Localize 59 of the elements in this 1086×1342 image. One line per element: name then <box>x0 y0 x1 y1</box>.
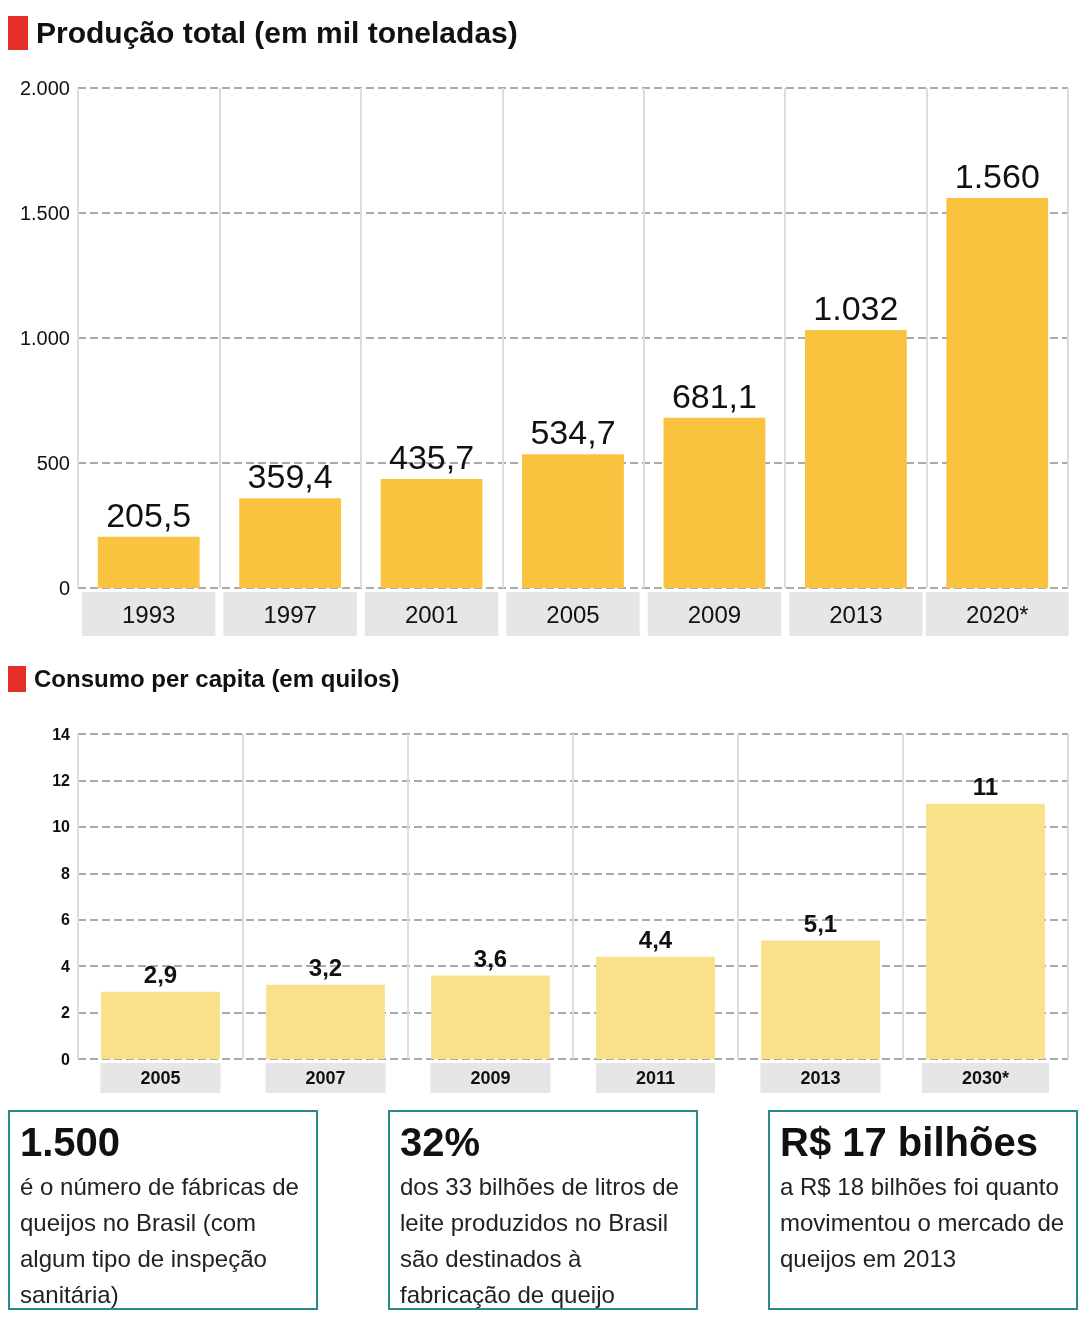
x-tick-label: 2011 <box>635 1068 676 1088</box>
y-tick-label: 1.000 <box>19 327 70 349</box>
bar <box>804 330 907 588</box>
chart-title: Produção total (em mil toneladas) <box>36 16 518 50</box>
bar <box>663 417 766 588</box>
y-tick-label: 2.000 <box>19 77 70 99</box>
text: dos 33 bilhões de litros de leite produzidos no Brasil são destinados à fabricação de queijo <box>400 1172 680 1310</box>
x-tick-label: 2005 <box>546 600 600 628</box>
x-tick-label: 2013 <box>800 1068 841 1088</box>
data-label: 1.032 <box>813 289 899 327</box>
bar <box>596 956 715 1059</box>
data-label: 534,7 <box>530 413 616 452</box>
x-tick-label: 2007 <box>305 1068 346 1088</box>
bar <box>239 498 342 588</box>
x-tick-label: 2005 <box>140 1068 181 1088</box>
data-label: 5,1 <box>803 910 838 938</box>
x-tick-label: 2013 <box>829 600 883 628</box>
bar <box>522 454 624 588</box>
data-label: 681,1 <box>671 376 757 415</box>
x-tick-label: 2001 <box>404 600 459 628</box>
chart-title: Consumo per capita (em quilos) <box>34 665 400 693</box>
text: a R$ 18 bilhões foi quanto movimentou o mercado de queijos em 2013 <box>780 1172 1066 1274</box>
y-tick-label: 8 <box>61 864 71 882</box>
y-tick-label: 4 <box>61 957 71 975</box>
x-tick-label: 2030* <box>961 1068 1010 1088</box>
bar <box>926 803 1045 1059</box>
data-label: 1.560 <box>954 157 1040 195</box>
x-tick-label: 2009 <box>687 600 742 628</box>
text: 32% <box>400 1120 482 1165</box>
bar <box>946 198 1049 588</box>
bar <box>431 975 550 1059</box>
x-tick-label: 1997 <box>263 600 317 628</box>
y-tick-label: 12 <box>52 771 71 789</box>
y-tick-label: 500 <box>36 452 70 474</box>
bar <box>97 536 200 588</box>
y-tick-label: 10 <box>52 818 71 836</box>
text: R$ 17 bilhões <box>780 1120 1039 1165</box>
data-label: 11 <box>972 773 999 801</box>
data-label: 205,5 <box>106 495 192 534</box>
data-label: 4,4 <box>638 926 673 954</box>
y-tick-label: 2 <box>61 1004 71 1022</box>
y-tick-label: 6 <box>61 911 71 929</box>
data-label: 3,2 <box>308 954 343 982</box>
data-label: 3,6 <box>473 944 508 972</box>
x-tick-label: 2009 <box>470 1068 511 1088</box>
y-tick-label: 1.500 <box>19 202 70 224</box>
y-tick-label: 14 <box>52 725 71 743</box>
x-tick-label: 1993 <box>122 600 176 628</box>
data-label: 435,7 <box>389 438 475 477</box>
text: é o número de fábricas de queijos no Brasil (com algum tipo de inspeção sanitária) <box>20 1172 300 1310</box>
bar <box>380 479 483 588</box>
bar <box>101 991 220 1059</box>
data-label: 359,4 <box>247 457 333 496</box>
y-tick-label: 0 <box>58 577 70 599</box>
data-label: 2,9 <box>143 961 178 989</box>
y-tick-label: 0 <box>61 1050 71 1068</box>
x-tick-label: 2020* <box>965 600 1029 628</box>
bar <box>266 984 385 1059</box>
bar <box>761 940 880 1059</box>
